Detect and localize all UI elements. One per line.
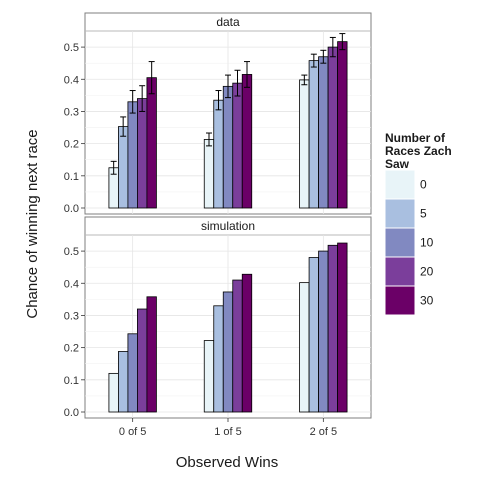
bar <box>222 291 234 413</box>
bar <box>137 308 148 413</box>
bar <box>241 74 253 209</box>
bar <box>232 82 243 209</box>
y-tick-label: 0.0 <box>64 407 79 419</box>
x-tick-label: 0 of 5 <box>119 426 147 438</box>
panel-data: data 0.0 0.1 0.2 0.3 0.4 0.5 <box>64 12 372 215</box>
bar <box>222 85 234 209</box>
legend-key-label: 20 <box>420 265 434 279</box>
y-tick-label: 0.2 <box>64 139 79 151</box>
bar <box>337 242 348 413</box>
legend-key-swatch <box>384 227 416 258</box>
bar <box>318 250 329 413</box>
bar <box>327 46 338 209</box>
legend-key-label: 0 <box>420 178 427 192</box>
x-tick-label: 1 of 5 <box>214 426 242 438</box>
bar <box>308 60 319 209</box>
bar <box>137 98 148 209</box>
panel-strip-label: data <box>216 15 240 29</box>
legend-keys: 0 5 10 20 30 <box>384 169 434 316</box>
bar <box>108 372 119 413</box>
y-tick-label: 0.5 <box>64 42 79 54</box>
bar <box>308 257 319 413</box>
y-tick-label: 0.1 <box>64 375 79 387</box>
y-tick-label: 0.3 <box>64 106 79 118</box>
panel-simulation: simulation 0.0 0.1 0.2 0.3 0.4 0.5 <box>64 216 372 419</box>
legend-title-line-2: Races Zach <box>385 144 452 158</box>
legend-key-label: 5 <box>420 207 427 221</box>
y-axis-title: Chance of winning next race <box>24 129 41 318</box>
bar <box>318 56 329 209</box>
bar <box>241 273 253 413</box>
y-tick-label: 0.1 <box>64 171 79 183</box>
x-axis-title: Observed Wins <box>176 454 279 471</box>
legend-key-swatch <box>384 285 416 316</box>
bar <box>203 340 215 413</box>
bar <box>213 305 224 413</box>
bar <box>299 79 310 209</box>
bar <box>146 77 157 209</box>
legend-key-label: 10 <box>420 236 434 250</box>
bar <box>299 282 310 413</box>
bar <box>146 296 157 413</box>
legend-key-swatch <box>384 169 416 200</box>
bar <box>127 101 138 209</box>
y-tick-label: 0.4 <box>64 74 79 86</box>
bar <box>203 139 215 209</box>
bar <box>327 244 338 413</box>
legend-title-line-1: Number of <box>385 131 446 145</box>
y-tick-label: 0.4 <box>64 278 79 290</box>
legend-key-swatch <box>384 256 416 287</box>
panel-strip-label: simulation <box>201 219 255 233</box>
bar <box>337 41 348 209</box>
bar <box>118 126 129 209</box>
y-tick-label: 0.3 <box>64 310 79 322</box>
chart-panels: data 0.0 0.1 0.2 0.3 0.4 0.5 simulation 0.0 0.1 0.… <box>64 12 372 438</box>
legend-key-swatch <box>384 198 416 229</box>
y-tick-label: 0.0 <box>64 203 79 215</box>
bar <box>232 279 243 413</box>
legend: Number of Races Zach Saw 0 5 10 20 30 <box>384 131 452 316</box>
bar <box>213 99 224 209</box>
bar <box>127 333 138 413</box>
x-tick-label: 2 of 5 <box>310 426 338 438</box>
bar <box>118 351 129 413</box>
legend-title-line-3: Saw <box>385 157 410 171</box>
legend-key-label: 30 <box>420 294 434 308</box>
y-tick-label: 0.5 <box>64 246 79 258</box>
y-tick-label: 0.2 <box>64 343 79 355</box>
